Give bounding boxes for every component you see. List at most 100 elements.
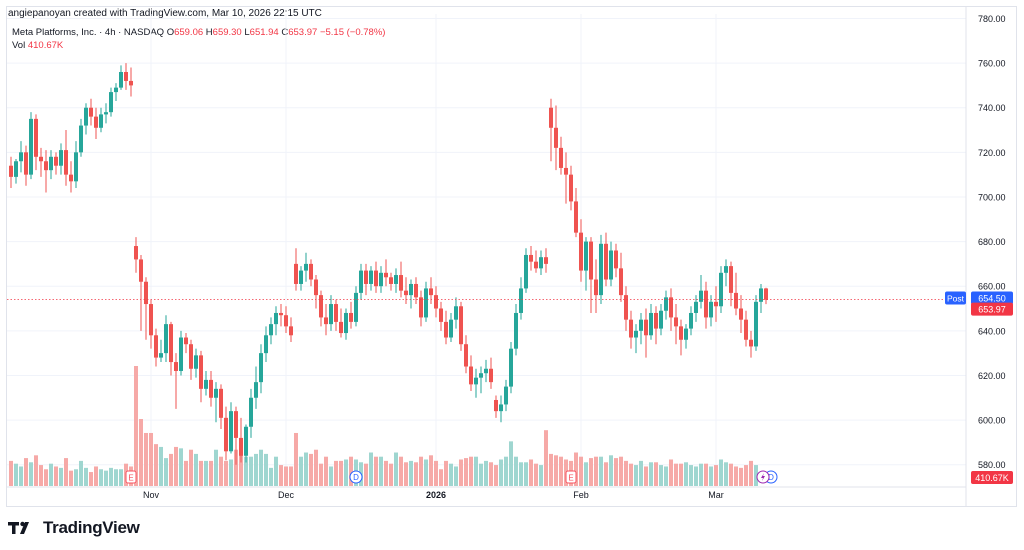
candle-body[interactable]: [624, 295, 628, 320]
candle-body[interactable]: [329, 304, 333, 325]
candle-body[interactable]: [219, 388, 223, 418]
candle-body[interactable]: [724, 266, 728, 273]
candle-body[interactable]: [119, 72, 123, 88]
candle-body[interactable]: [324, 317, 328, 325]
candle-body[interactable]: [114, 87, 118, 93]
candle-body[interactable]: [579, 232, 583, 271]
candle-body[interactable]: [534, 261, 538, 269]
candle-body[interactable]: [674, 317, 678, 327]
volume-bar[interactable]: [489, 462, 493, 486]
volume-bar[interactable]: [549, 453, 553, 486]
candle-body[interactable]: [764, 288, 768, 300]
volume-bar[interactable]: [164, 458, 168, 486]
volume-bar[interactable]: [239, 453, 243, 486]
volume-bar[interactable]: [584, 462, 588, 486]
candle-body[interactable]: [244, 426, 248, 456]
candle-body[interactable]: [379, 272, 383, 287]
volume-bar[interactable]: [524, 462, 528, 486]
candle-body[interactable]: [354, 292, 358, 322]
volume-bar[interactable]: [44, 469, 48, 486]
candle-body[interactable]: [24, 152, 28, 175]
candle-body[interactable]: [544, 257, 548, 264]
volume-bar[interactable]: [554, 455, 558, 486]
candle-body[interactable]: [159, 353, 163, 358]
candle-body[interactable]: [384, 272, 388, 278]
candle-body[interactable]: [714, 301, 718, 307]
volume-bar[interactable]: [29, 462, 33, 486]
volume-bar[interactable]: [514, 456, 518, 486]
volume-bar[interactable]: [459, 459, 463, 486]
candle-body[interactable]: [104, 112, 108, 115]
candle-body[interactable]: [424, 288, 428, 318]
candle-body[interactable]: [549, 107, 553, 128]
volume-bar[interactable]: [579, 456, 583, 486]
volume-bar[interactable]: [24, 458, 28, 486]
volume-bar[interactable]: [299, 456, 303, 486]
candle-body[interactable]: [139, 259, 143, 282]
candle-body[interactable]: [214, 388, 218, 398]
volume-bar[interactable]: [134, 366, 138, 486]
candle-body[interactable]: [739, 308, 743, 320]
candle-body[interactable]: [14, 161, 18, 177]
candle-body[interactable]: [639, 319, 643, 331]
volume-bar[interactable]: [254, 453, 258, 486]
candle-body[interactable]: [469, 366, 473, 385]
candle-body[interactable]: [464, 344, 468, 367]
candle-body[interactable]: [169, 324, 173, 363]
volume-bar[interactable]: [729, 463, 733, 486]
volume-bar[interactable]: [364, 463, 368, 486]
candle-body[interactable]: [514, 312, 518, 349]
volume-bar[interactable]: [179, 448, 183, 486]
candle-body[interactable]: [414, 283, 418, 298]
volume-bar[interactable]: [624, 460, 628, 486]
candle-body[interactable]: [39, 156, 43, 162]
volume-bar[interactable]: [434, 460, 438, 486]
candle-body[interactable]: [69, 174, 73, 182]
candle-body[interactable]: [284, 315, 288, 327]
candle-body[interactable]: [619, 268, 623, 296]
candle-body[interactable]: [89, 107, 93, 117]
volume-bar[interactable]: [189, 449, 193, 486]
candle-body[interactable]: [529, 254, 533, 262]
volume-bar[interactable]: [409, 460, 413, 486]
volume-bar[interactable]: [424, 459, 428, 486]
volume-bar[interactable]: [534, 463, 538, 486]
candle-body[interactable]: [94, 116, 98, 128]
volume-bar[interactable]: [109, 467, 113, 486]
candle-body[interactable]: [569, 174, 573, 202]
candle-body[interactable]: [239, 437, 243, 456]
candle-body[interactable]: [474, 377, 478, 385]
candle-body[interactable]: [304, 263, 308, 271]
volume-bar[interactable]: [199, 460, 203, 486]
candle-body[interactable]: [124, 72, 128, 81]
candle-body[interactable]: [249, 397, 253, 427]
candle-body[interactable]: [59, 150, 63, 166]
volume-bar[interactable]: [454, 466, 458, 486]
volume-bar[interactable]: [719, 459, 723, 486]
candle-body[interactable]: [64, 150, 68, 175]
volume-bar[interactable]: [94, 466, 98, 486]
volume-bar[interactable]: [699, 463, 703, 486]
volume-bar[interactable]: [389, 463, 393, 486]
volume-bar[interactable]: [54, 466, 58, 486]
volume-bar[interactable]: [39, 465, 43, 486]
candle-body[interactable]: [574, 201, 578, 233]
volume-bar[interactable]: [374, 456, 378, 486]
candle-body[interactable]: [439, 308, 443, 322]
volume-bar[interactable]: [104, 470, 108, 486]
candle-body[interactable]: [229, 411, 233, 452]
candle-body[interactable]: [604, 243, 608, 280]
volume-bar[interactable]: [469, 456, 473, 486]
candle-body[interactable]: [144, 281, 148, 305]
candle-body[interactable]: [509, 348, 513, 387]
volume-bar[interactable]: [704, 463, 708, 486]
candle-body[interactable]: [744, 319, 748, 340]
volume-bar[interactable]: [464, 458, 468, 486]
volume-bar[interactable]: [174, 446, 178, 486]
volume-bar[interactable]: [219, 456, 223, 486]
candle-body[interactable]: [299, 270, 303, 284]
volume-bar[interactable]: [324, 456, 328, 486]
volume-bar[interactable]: [224, 460, 228, 486]
candle-body[interactable]: [389, 277, 393, 284]
candle-body[interactable]: [274, 312, 278, 325]
